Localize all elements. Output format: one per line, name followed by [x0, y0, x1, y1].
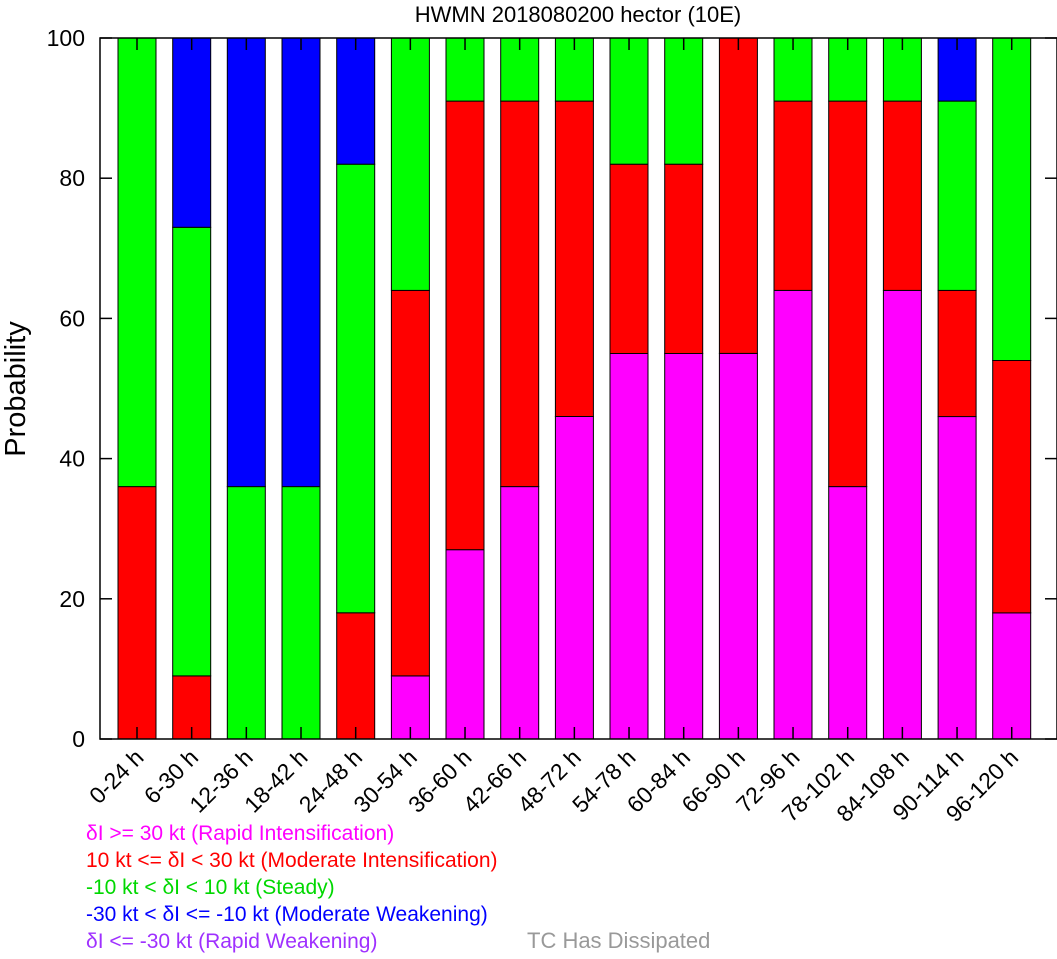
legend-entry-steady: -10 kt < δI < 10 kt (Steady): [86, 876, 335, 899]
bar-segment: [500, 37, 540, 102]
bar-segment: [336, 37, 376, 165]
y-axis-ticks: 0 20 40 60 80 100: [47, 25, 1057, 752]
y-tick-label: 100: [47, 25, 85, 51]
bar-segment: [390, 289, 430, 677]
bar-segment: [609, 352, 649, 740]
bar-segment: [336, 163, 376, 614]
bar-segment: [226, 37, 266, 488]
y-tick-label: 80: [59, 165, 85, 191]
legend-entry-rapid-intensification: δI >= 30 kt (Rapid Intensification): [86, 822, 395, 845]
bar-segment: [281, 486, 321, 740]
bar-segment: [992, 612, 1032, 740]
x-tick-label: 0-24 h: [84, 744, 149, 809]
bar-segment: [664, 163, 704, 354]
bar-segment: [117, 486, 157, 740]
bar-segment: [609, 163, 649, 354]
bar-segment: [172, 226, 212, 677]
bar-segment: [281, 37, 321, 488]
plot-frame: [99, 37, 1057, 740]
bar-segment: [172, 37, 212, 228]
legend-entry-moderate-weakening: -30 kt < δI <= -10 kt (Moderate Weakenin…: [86, 903, 488, 926]
bar-segment: [773, 100, 813, 291]
bar-segment: [117, 37, 157, 488]
bar-segment: [445, 549, 485, 740]
plot-bars: [117, 37, 1032, 740]
y-tick-label: 20: [59, 586, 85, 612]
y-axis-label: Probability: [0, 321, 32, 457]
bar-segment: [554, 37, 594, 102]
bar-segment: [500, 486, 540, 740]
bar-segment: [609, 37, 649, 165]
legend-entry-dissipated: TC Has Dissipated: [527, 928, 711, 953]
bar-segment: [992, 360, 1032, 614]
bar-segment: [828, 486, 868, 740]
legend-entry-moderate-intensification: 10 kt <= δI < 30 kt (Moderate Intensific…: [86, 849, 498, 872]
y-tick-label: 60: [59, 305, 85, 331]
bar-segment: [882, 100, 922, 291]
bar-segment: [664, 352, 704, 740]
bar-segment: [554, 100, 594, 417]
bar-segment: [992, 37, 1032, 361]
bar-segment: [882, 289, 922, 740]
bar-segment: [773, 289, 813, 740]
bar-segment: [937, 37, 977, 102]
bar-segment: [664, 37, 704, 165]
x-axis-ticks: 0-24 h6-30 h12-36 h18-42 h24-48 h30-54 h…: [84, 38, 1023, 827]
bar-segment: [500, 100, 540, 488]
bar-segment: [336, 612, 376, 740]
chart-title: HWMN 2018080200 hector (10E): [415, 2, 742, 27]
bar-segment: [226, 486, 266, 740]
y-tick-label: 40: [59, 446, 85, 472]
bar-segment: [937, 416, 977, 740]
bar-segment: [937, 289, 977, 418]
bar-segment: [554, 416, 594, 740]
bar-segment: [718, 37, 758, 354]
y-tick-label: 0: [72, 726, 85, 752]
bar-segment: [390, 37, 430, 291]
bar-segment: [828, 100, 868, 488]
bar-segment: [718, 352, 758, 740]
legend: δI >= 30 kt (Rapid Intensification) 10 k…: [86, 820, 498, 955]
bar-segment: [937, 100, 977, 291]
legend-entry-rapid-weakening: δI <= -30 kt (Rapid Weakening): [86, 930, 378, 953]
bar-segment: [445, 100, 485, 551]
